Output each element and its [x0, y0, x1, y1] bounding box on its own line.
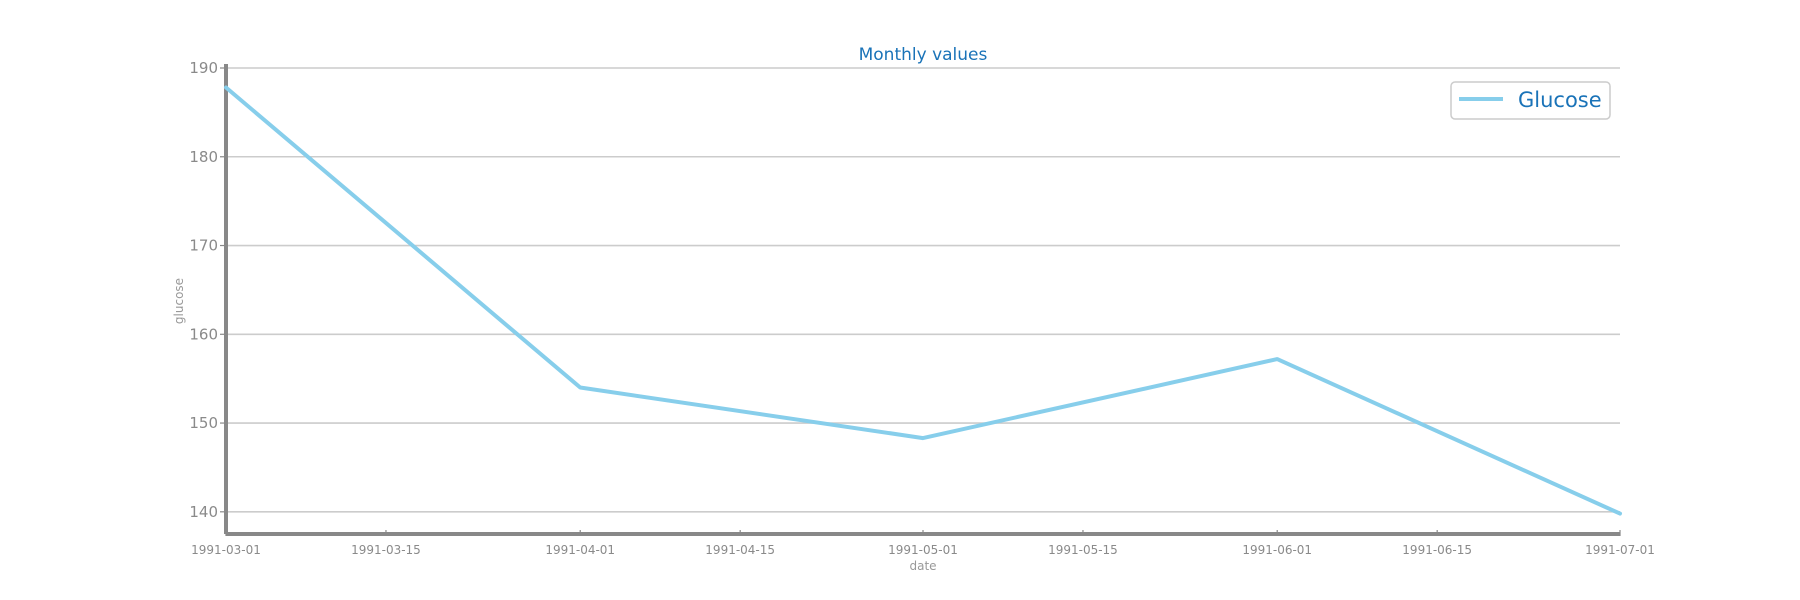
- x-tick-label: 1991-04-15: [705, 543, 775, 557]
- y-tick-label: 140: [189, 503, 218, 521]
- x-tick-label: 1991-03-15: [351, 543, 421, 557]
- data-point: [579, 386, 582, 389]
- data-point: [1276, 357, 1279, 361]
- x-tick-label: 1991-04-01: [545, 543, 615, 557]
- y-tick-label: 160: [189, 325, 218, 343]
- chart-title: Monthly values: [859, 45, 988, 65]
- grid: [226, 67, 1620, 513]
- x-ticks: 1991-03-01 1991-03-15 1991-04-01 1991-04-15…: [191, 530, 1655, 557]
- legend-label: Glucose: [1518, 88, 1602, 112]
- y-tick-label: 180: [189, 148, 218, 166]
- y-ticks: 140 150 160 170 180 190: [189, 59, 226, 521]
- y-tick-label: 190: [189, 59, 218, 77]
- axes: [224, 64, 1620, 536]
- data-point: [921, 436, 925, 440]
- x-tick-label: 1991-06-15: [1402, 543, 1472, 557]
- x-axis-label: date: [909, 559, 936, 573]
- x-tick-label: 1991-03-01: [191, 543, 261, 557]
- data-point: [1618, 512, 1622, 515]
- y-tick-label: 150: [189, 414, 218, 432]
- legend: Glucose: [1450, 81, 1611, 120]
- x-tick-label: 1991-07-01: [1585, 543, 1655, 557]
- data-point: [224, 86, 228, 89]
- x-tick-label: 1991-05-15: [1048, 543, 1118, 557]
- x-tick-label: 1991-06-01: [1242, 543, 1312, 557]
- y-axis-label: glucose: [172, 278, 186, 324]
- series-line: [224, 85, 1622, 516]
- series: [224, 85, 1622, 516]
- x-tick-label: 1991-05-01: [888, 543, 958, 557]
- y-tick-label: 170: [189, 237, 218, 255]
- legend-box: [1450, 81, 1611, 120]
